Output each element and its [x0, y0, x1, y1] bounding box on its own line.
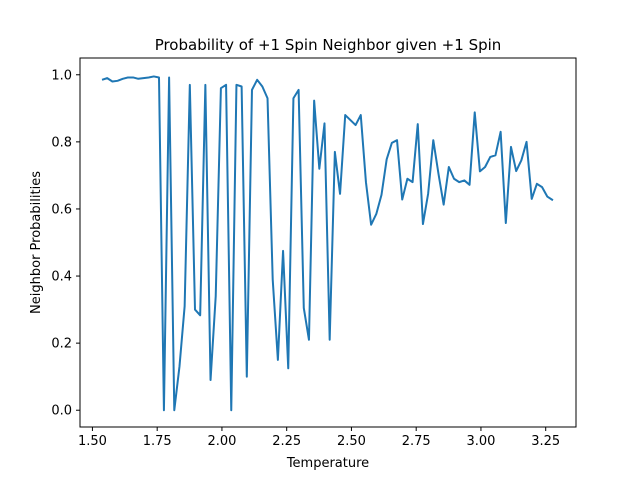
x-axis: 1.50 1.75 2.00 2.25 2.50 2.75 3.00 3.25 — [78, 427, 560, 449]
chart-title: Probability of +1 Spin Neighbor given +1… — [155, 36, 502, 54]
x-axis-label: Temperature — [286, 456, 369, 471]
axes-frame — [79, 57, 577, 428]
x-tick-label: 2.50 — [337, 434, 366, 449]
x-tick-label: 2.00 — [207, 434, 236, 449]
y-tick-label: 0.0 — [51, 404, 72, 419]
x-tick-label: 2.25 — [272, 434, 301, 449]
y-tick-label: 0.2 — [51, 337, 72, 352]
x-tick-label: 1.50 — [78, 434, 107, 449]
y-tick-label: 0.8 — [51, 135, 72, 150]
y-axis: 0.0 0.2 0.4 0.6 0.8 1.0 — [51, 68, 80, 419]
y-tick-label: 0.4 — [51, 270, 72, 285]
series-line — [101, 75, 554, 412]
x-tick-label: 3.00 — [466, 434, 495, 449]
x-tick-label: 1.75 — [143, 434, 172, 449]
y-axis-label: Neighbor Probabilities — [29, 171, 44, 314]
plot-area — [101, 75, 554, 412]
y-tick-label: 0.6 — [51, 202, 72, 217]
x-tick-label: 2.75 — [402, 434, 431, 449]
x-tick-label: 3.25 — [531, 434, 560, 449]
y-tick-label: 1.0 — [51, 68, 72, 83]
